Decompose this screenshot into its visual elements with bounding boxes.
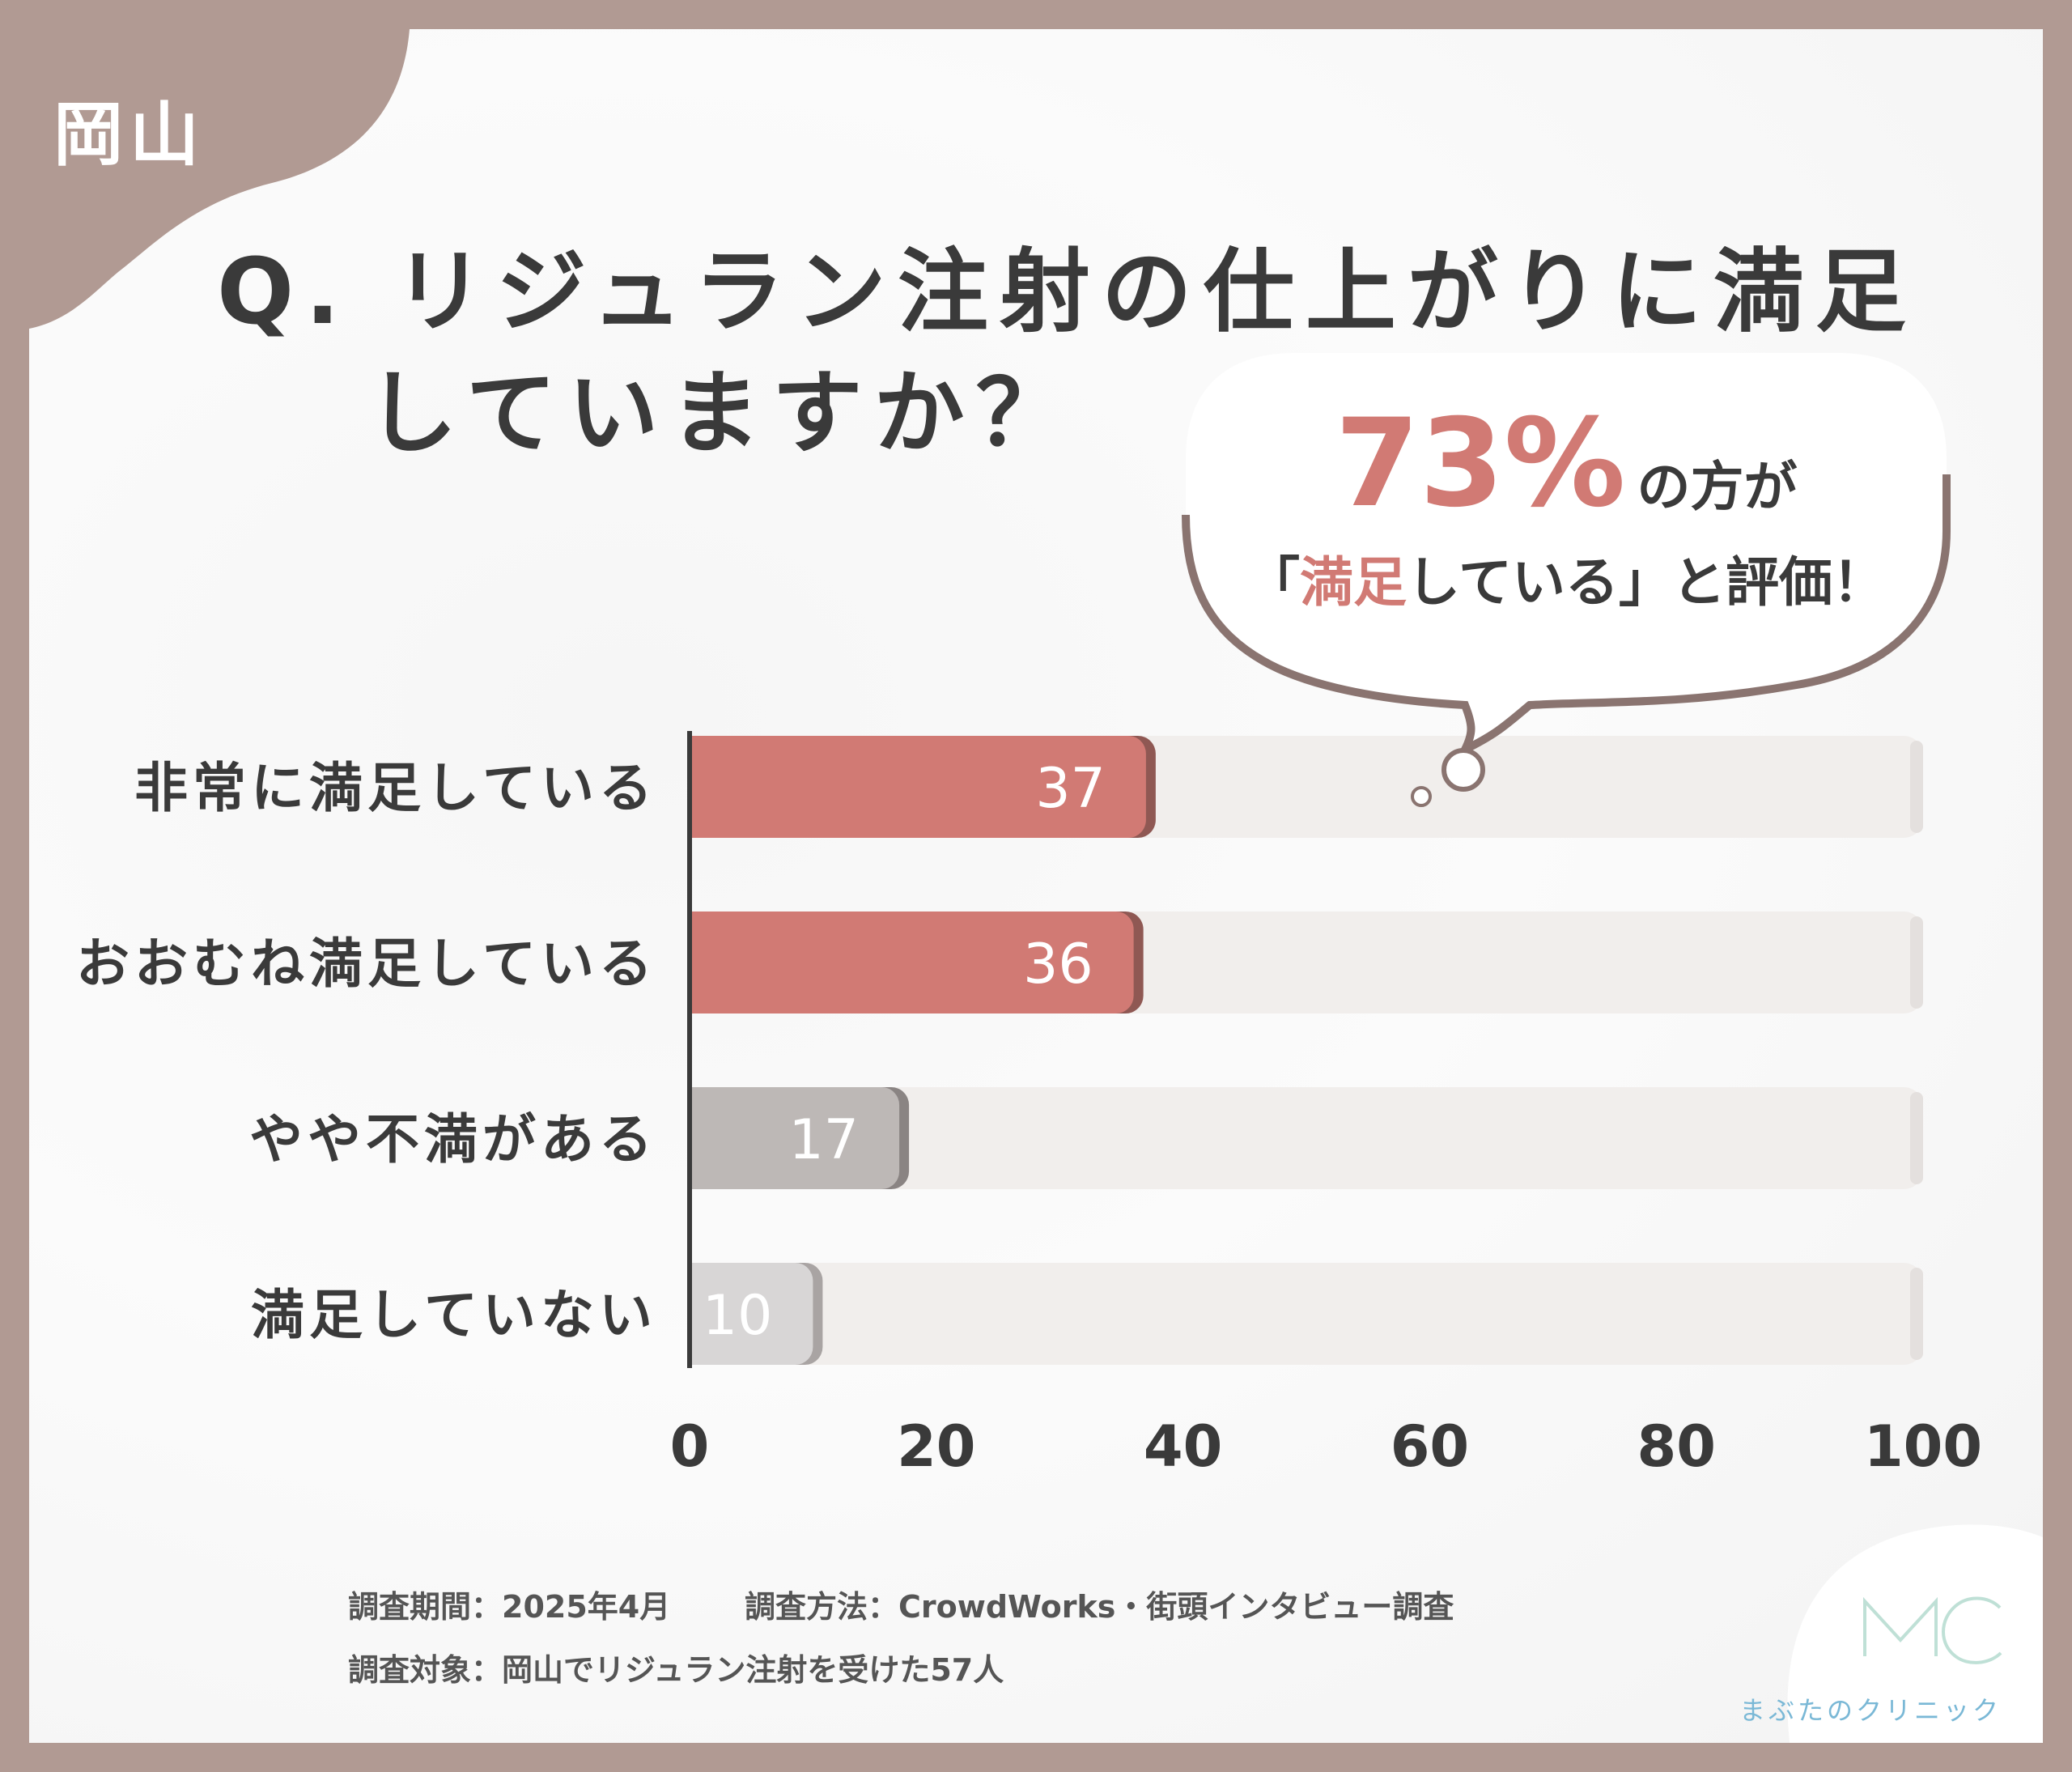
bar <box>690 736 1146 838</box>
bar-track <box>690 1263 1923 1365</box>
x-tick-label: 100 <box>1864 1413 1982 1480</box>
speech-bubble-shape <box>1182 353 1951 807</box>
survey-method: 調査方法：CrowdWorks・街頭インタビュー調査 <box>745 1589 1454 1625</box>
bar-base <box>690 736 714 838</box>
x-tick-label: 40 <box>1144 1413 1222 1480</box>
bar-track-edge <box>1910 1092 1923 1184</box>
bar <box>690 1263 813 1365</box>
bar-base <box>690 1263 714 1365</box>
question-line1: Q. リジュラン注射の仕上がりに満足 <box>217 240 1917 345</box>
bar <box>690 1087 900 1189</box>
question-line2: していますか？ <box>367 361 1078 466</box>
bar <box>690 911 1134 1013</box>
survey-subject: 調査対象：岡山でリジュラン注射を受けた57人 <box>348 1652 1004 1688</box>
bar-value-label: 17 <box>789 1108 860 1172</box>
x-tick-label: 20 <box>897 1413 975 1480</box>
bubble-subline: 「満足している」と評価！ <box>1182 539 1951 617</box>
clinic-name: まぶたのクリニック <box>1739 1695 2002 1726</box>
bar-value-label: 36 <box>1023 933 1093 996</box>
corner-blob-shape <box>29 29 410 329</box>
bubble-highlight: 満足 <box>1299 551 1407 614</box>
speech-bubble: 73% の方が 「満足している」と評価！ <box>1182 345 1951 807</box>
x-tick-label: 60 <box>1391 1413 1469 1480</box>
bubble-suffix: の方が <box>1637 456 1798 518</box>
infographic-card: 岡山 Q. リジュラン注射の仕上がりに満足 していますか？ 37 非常に満足してい… <box>29 29 2043 1743</box>
x-tick-label: 0 <box>670 1413 710 1480</box>
clinic-logo: まぶたのクリニック <box>1696 1511 2043 1743</box>
bar-track <box>690 1087 1923 1189</box>
bar-base <box>690 911 714 1013</box>
bar-track-edge <box>1910 916 1923 1009</box>
x-tick-label: 80 <box>1637 1413 1715 1480</box>
question-title: Q. リジュラン注射の仕上がりに満足 していますか？ <box>217 232 1998 474</box>
bar-chart: 37 非常に満足している 36 おおむね満足している 17 やや不満がある 10 満足していな… <box>76 731 1982 1480</box>
bar-base <box>690 1087 714 1189</box>
bar-value-label: 10 <box>703 1284 773 1348</box>
region-label: 岡山 <box>53 95 206 176</box>
bar-track-edge <box>1910 741 1923 833</box>
category-label: おおむね満足している <box>76 933 657 995</box>
survey-period: 調査期間：2025年4月 <box>348 1589 671 1625</box>
bubble-open-bracket: 「 <box>1246 551 1300 614</box>
bubble-rest: している」と評価！ <box>1406 551 1887 614</box>
bar-track-edge <box>1910 1268 1923 1360</box>
category-label: 満足していない <box>251 1284 657 1346</box>
bubble-percent: 73% <box>1335 393 1626 534</box>
bar-value-label: 37 <box>1035 757 1106 821</box>
category-label: 非常に満足している <box>134 757 657 819</box>
category-label: やや不満がある <box>249 1108 657 1171</box>
mc-logo-icon <box>1787 1524 2043 1743</box>
bubble-headline: 73% の方が <box>1182 393 1951 534</box>
